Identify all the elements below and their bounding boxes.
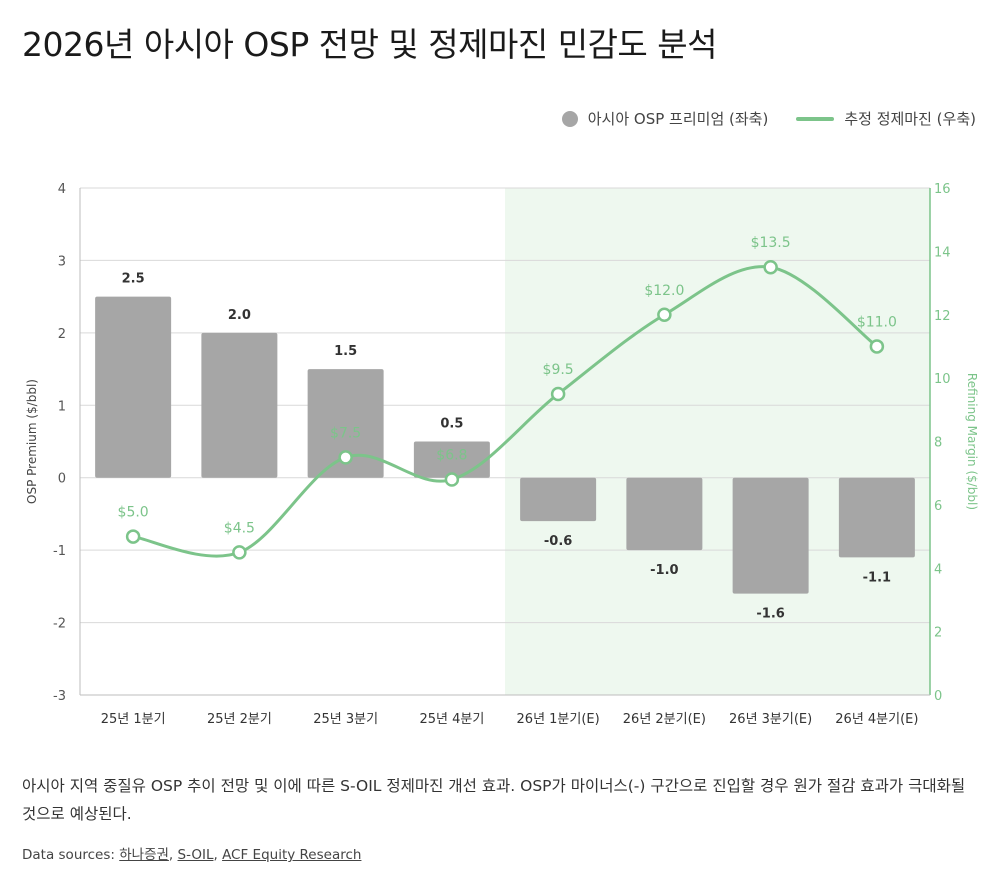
chart-legend: 아시아 OSP 프리미엄 (좌축) 추정 정제마진 (우축) bbox=[561, 108, 976, 129]
forecast-highlight-region bbox=[505, 188, 930, 695]
y-tick-label-right: 12 bbox=[934, 309, 951, 324]
source-link-acf[interactable]: ACF Equity Research bbox=[222, 847, 362, 863]
legend-line-label: 추정 정제마진 (우축) bbox=[844, 110, 976, 128]
x-tick-label: 26년 4분기(E) bbox=[835, 712, 918, 727]
line-refining-margin bbox=[131, 265, 879, 558]
source-link-soil[interactable]: S-OIL bbox=[177, 847, 214, 863]
legend-item-osp: 아시아 OSP 프리미엄 (좌축) bbox=[561, 108, 769, 129]
data-sources: Data sources: 하나증권, S-OIL, ACF Equity Re… bbox=[22, 843, 361, 863]
y-tick-label-left: -1 bbox=[53, 544, 66, 559]
bar-osp-premium bbox=[520, 477, 597, 522]
line-point-refining-margin bbox=[763, 259, 778, 275]
line-value-label: $9.5 bbox=[543, 362, 574, 378]
bar-value-label: 2.0 bbox=[228, 308, 251, 323]
y-axis-title-left: OSP Premium ($/bbl) bbox=[25, 379, 39, 504]
y-tick-label-right: 4 bbox=[934, 562, 942, 577]
bar-osp-premium bbox=[626, 477, 703, 551]
y-tick-label-right: 16 bbox=[934, 182, 951, 197]
y-tick-label-left: 4 bbox=[58, 182, 66, 197]
line-point-refining-margin bbox=[125, 529, 141, 544]
sources-separator: , bbox=[213, 847, 223, 863]
x-tick-label: 25년 3분기 bbox=[313, 712, 378, 727]
bar-osp-premium bbox=[838, 477, 915, 558]
bar-osp-premium bbox=[732, 477, 809, 594]
line-point-refining-margin bbox=[338, 450, 353, 465]
bar-value-label: -1.6 bbox=[756, 607, 784, 622]
bar-value-label: 0.5 bbox=[440, 417, 463, 432]
legend-bar-swatch bbox=[561, 110, 578, 127]
legend-line-swatch bbox=[796, 116, 835, 121]
y-tick-label-right: 10 bbox=[934, 372, 951, 387]
line-value-label: $7.5 bbox=[330, 425, 361, 441]
bar-value-label: -1.1 bbox=[863, 570, 891, 585]
line-value-label: $11.0 bbox=[857, 314, 897, 330]
bar-value-label: 1.5 bbox=[334, 344, 357, 359]
x-tick-label: 26년 2분기(E) bbox=[623, 712, 706, 727]
line-point-refining-margin bbox=[444, 472, 460, 487]
y-tick-label-left: 2 bbox=[58, 327, 66, 342]
bar-value-label: -1.0 bbox=[650, 563, 678, 578]
y-tick-label-right: 8 bbox=[934, 436, 942, 451]
sources-separator: , bbox=[168, 847, 178, 863]
bar-osp-premium bbox=[307, 369, 384, 478]
x-tick-label: 26년 3분기(E) bbox=[729, 712, 812, 727]
line-value-label: $12.0 bbox=[644, 283, 684, 299]
chart-title: 2026년 아시아 OSP 전망 및 정제마진 민감도 분석 bbox=[22, 25, 718, 64]
y-axis-title-right: Refining Margin ($/bbl) bbox=[965, 373, 979, 510]
legend-bar-label: 아시아 OSP 프리미엄 (좌축) bbox=[587, 110, 769, 128]
line-value-label: $4.5 bbox=[224, 520, 255, 536]
y-tick-label-left: 0 bbox=[58, 472, 66, 487]
source-link-hana[interactable]: 하나증권 bbox=[119, 847, 169, 863]
x-tick-label: 26년 1분기(E) bbox=[517, 712, 600, 727]
y-tick-label-left: -3 bbox=[53, 689, 66, 704]
line-point-refining-margin bbox=[550, 386, 566, 402]
line-point-refining-margin bbox=[869, 339, 885, 354]
bar-osp-premium bbox=[95, 296, 172, 478]
line-value-label: $5.0 bbox=[118, 505, 149, 521]
y-tick-label-left: 1 bbox=[58, 399, 66, 414]
y-tick-label-right: 0 bbox=[934, 689, 942, 704]
bar-osp-premium bbox=[201, 332, 278, 478]
sources-prefix: Data sources: bbox=[22, 847, 120, 863]
legend-item-margin: 추정 정제마진 (우축) bbox=[796, 108, 976, 129]
y-tick-label-right: 14 bbox=[934, 245, 951, 260]
y-tick-label-left: -2 bbox=[53, 617, 66, 632]
chart-caption: 아시아 지역 중질유 OSP 추이 전망 및 이에 따른 S-OIL 정제마진 … bbox=[22, 777, 966, 823]
y-tick-label-left: 3 bbox=[58, 254, 66, 269]
x-tick-label: 25년 1분기 bbox=[101, 712, 166, 727]
y-tick-label-right: 6 bbox=[934, 499, 942, 514]
x-tick-label: 25년 4분기 bbox=[419, 712, 484, 727]
line-point-refining-margin bbox=[657, 307, 672, 322]
bar-value-label: 2.5 bbox=[122, 272, 145, 287]
y-tick-label-right: 2 bbox=[934, 626, 942, 641]
line-point-refining-margin bbox=[232, 545, 247, 560]
line-value-label: $6.8 bbox=[436, 448, 467, 464]
line-value-label: $13.5 bbox=[751, 235, 791, 251]
bar-value-label: -0.6 bbox=[544, 534, 572, 549]
bar-osp-premium bbox=[413, 441, 490, 478]
x-tick-label: 25년 2분기 bbox=[207, 712, 272, 727]
